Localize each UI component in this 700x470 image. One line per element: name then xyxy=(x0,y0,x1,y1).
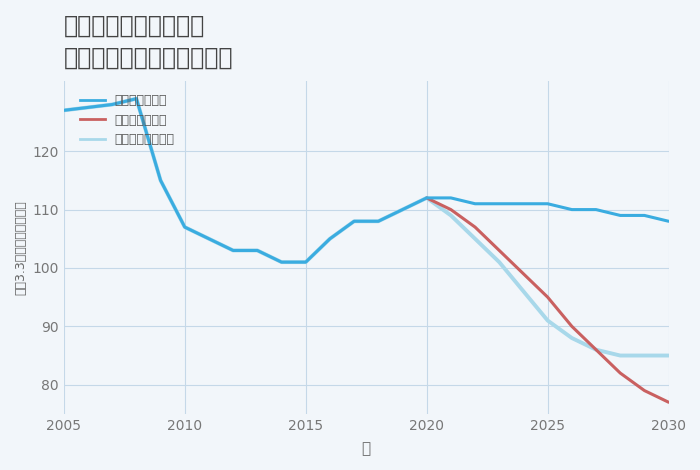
グッドシナリオ xyxy=(616,212,624,218)
グッドシナリオ xyxy=(471,201,480,207)
バッドシナリオ xyxy=(423,195,431,201)
グッドシナリオ xyxy=(156,178,164,183)
ノーマルシナリオ xyxy=(108,102,116,107)
グッドシナリオ xyxy=(108,102,116,107)
ノーマルシナリオ xyxy=(205,236,214,242)
ノーマルシナリオ xyxy=(229,248,237,253)
グッドシナリオ xyxy=(302,259,310,265)
バッドシナリオ xyxy=(592,347,600,352)
ノーマルシナリオ xyxy=(277,259,286,265)
ノーマルシナリオ xyxy=(253,248,262,253)
ノーマルシナリオ xyxy=(592,347,600,352)
ノーマルシナリオ xyxy=(423,195,431,201)
ノーマルシナリオ xyxy=(302,259,310,265)
グッドシナリオ xyxy=(60,108,68,113)
グッドシナリオ xyxy=(181,224,189,230)
バッドシナリオ xyxy=(640,388,649,393)
ノーマルシナリオ xyxy=(326,236,334,242)
ノーマルシナリオ xyxy=(519,289,528,294)
Y-axis label: 坪（3.3㎡）単価（万円）: 坪（3.3㎡）単価（万円） xyxy=(14,200,27,295)
グッドシナリオ xyxy=(543,201,552,207)
Text: 奈良県橿原市大垣町の
中古マンションの価格推移: 奈良県橿原市大垣町の 中古マンションの価格推移 xyxy=(64,14,233,70)
グッドシナリオ xyxy=(205,236,214,242)
ノーマルシナリオ xyxy=(350,219,358,224)
バッドシナリオ xyxy=(519,271,528,277)
グッドシナリオ xyxy=(374,219,382,224)
ノーマルシナリオ xyxy=(447,212,455,218)
ノーマルシナリオ xyxy=(616,352,624,358)
ノーマルシナリオ xyxy=(568,335,576,341)
グッドシナリオ xyxy=(664,219,673,224)
バッドシナリオ xyxy=(543,294,552,300)
グッドシナリオ xyxy=(568,207,576,212)
バッドシナリオ xyxy=(664,400,673,405)
ノーマルシナリオ xyxy=(156,178,164,183)
X-axis label: 年: 年 xyxy=(362,441,371,456)
バッドシナリオ xyxy=(616,370,624,376)
グッドシナリオ xyxy=(398,207,407,212)
グッドシナリオ xyxy=(423,195,431,201)
グッドシナリオ xyxy=(277,259,286,265)
Line: バッドシナリオ: バッドシナリオ xyxy=(427,198,668,402)
グッドシナリオ xyxy=(350,219,358,224)
ノーマルシナリオ xyxy=(374,219,382,224)
グッドシナリオ xyxy=(447,195,455,201)
グッドシナリオ xyxy=(495,201,503,207)
ノーマルシナリオ xyxy=(181,224,189,230)
バッドシナリオ xyxy=(495,248,503,253)
Legend: グッドシナリオ, バッドシナリオ, ノーマルシナリオ: グッドシナリオ, バッドシナリオ, ノーマルシナリオ xyxy=(76,91,178,150)
バッドシナリオ xyxy=(471,224,480,230)
グッドシナリオ xyxy=(592,207,600,212)
バッドシナリオ xyxy=(568,323,576,329)
Line: ノーマルシナリオ: ノーマルシナリオ xyxy=(64,99,668,355)
グッドシナリオ xyxy=(519,201,528,207)
ノーマルシナリオ xyxy=(664,352,673,358)
ノーマルシナリオ xyxy=(471,236,480,242)
グッドシナリオ xyxy=(326,236,334,242)
バッドシナリオ xyxy=(447,207,455,212)
ノーマルシナリオ xyxy=(543,318,552,323)
ノーマルシナリオ xyxy=(495,259,503,265)
ノーマルシナリオ xyxy=(132,96,141,102)
グッドシナリオ xyxy=(229,248,237,253)
ノーマルシナリオ xyxy=(60,108,68,113)
グッドシナリオ xyxy=(132,96,141,102)
Line: グッドシナリオ: グッドシナリオ xyxy=(64,99,668,262)
ノーマルシナリオ xyxy=(640,352,649,358)
グッドシナリオ xyxy=(253,248,262,253)
グッドシナリオ xyxy=(640,212,649,218)
ノーマルシナリオ xyxy=(398,207,407,212)
